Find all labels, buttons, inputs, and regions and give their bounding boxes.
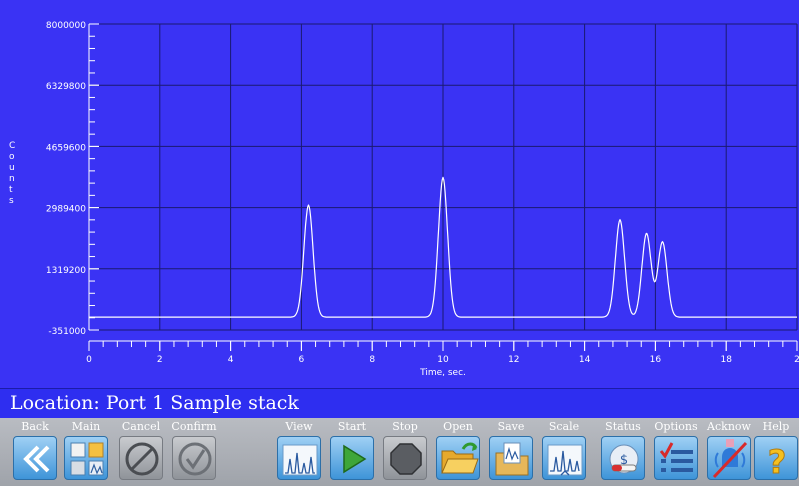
y-tick-label: 8000000 <box>46 21 86 31</box>
peak-point <box>307 204 310 207</box>
view-button[interactable]: View <box>275 418 323 486</box>
svg-text:?: ? <box>768 443 787 481</box>
main-menu-icon <box>64 436 108 480</box>
location-text: Location: Port 1 Sample stack <box>10 392 299 414</box>
status-icon: $ <box>601 436 645 480</box>
chart-svg: -351000 1319200 2989400 4659600 6329800 80000… <box>9 21 799 378</box>
x-tick-label: 4 <box>228 355 234 365</box>
acknow-label: Acknow <box>707 420 751 433</box>
main-label: Main <box>71 420 101 433</box>
svg-text:$: $ <box>620 453 628 468</box>
stop-button[interactable]: Stop <box>381 418 429 486</box>
x-axis-label: Time, sec. <box>419 368 466 378</box>
folder-icon <box>436 436 480 480</box>
y-tick-label: 4659600 <box>46 143 86 153</box>
scale-label: Scale <box>548 420 580 433</box>
toolbar: Back Main Cancel Confirm View <box>0 418 799 486</box>
help-icon: ? <box>754 436 798 481</box>
x-tick-label: 6 <box>299 355 305 365</box>
scale-icon <box>542 436 586 480</box>
y-tick-label: -351000 <box>48 327 86 337</box>
options-checklist-icon <box>654 436 698 480</box>
options-button[interactable]: Options <box>652 418 700 486</box>
open-label: Open <box>443 420 473 433</box>
help-label: Help <box>762 420 790 433</box>
location-bar: Location: Port 1 Sample stack <box>0 388 799 418</box>
circle-check-icon <box>172 436 216 480</box>
x-tick-label: 10 <box>437 355 449 365</box>
peak-point <box>442 177 444 179</box>
open-button[interactable]: Open <box>434 418 482 486</box>
acknow-button[interactable]: Acknow <box>705 418 753 486</box>
circle-slash-icon <box>119 436 163 480</box>
back-label: Back <box>21 420 49 433</box>
x-tick-label: 14 <box>579 355 591 365</box>
save-label: Save <box>497 420 525 433</box>
status-label: Status <box>605 420 641 433</box>
x-tick-label: 0 <box>86 355 92 365</box>
stop-label: Stop <box>392 420 418 433</box>
save-button[interactable]: Save <box>487 418 535 486</box>
back-button[interactable]: Back <box>11 418 59 486</box>
y-tick-label: 6329800 <box>46 82 86 92</box>
main-button[interactable]: Main <box>62 418 110 486</box>
double-chevron-left-icon <box>13 436 57 480</box>
cancel-label: Cancel <box>121 420 161 433</box>
play-icon <box>330 436 374 480</box>
peak-point <box>645 232 648 235</box>
confirm-button[interactable]: Confirm <box>170 418 218 486</box>
help-button[interactable]: Help ? <box>752 418 799 486</box>
octagon-icon <box>383 436 427 480</box>
y-tick-label: 2989400 <box>46 205 86 215</box>
start-label: Start <box>337 420 367 433</box>
peak-point <box>661 241 664 243</box>
view-label: View <box>285 420 313 433</box>
save-icon <box>489 436 533 480</box>
cancel-button[interactable]: Cancel <box>117 418 165 486</box>
options-label: Options <box>654 420 698 433</box>
chromatogram-chart: -351000 1319200 2989400 4659600 6329800 80000… <box>0 0 799 388</box>
x-tick-label: 2 <box>794 355 799 365</box>
start-button[interactable]: Start <box>328 418 376 486</box>
x-tick-label: 2 <box>157 355 163 365</box>
x-tick-label: 16 <box>650 355 662 365</box>
x-tick-label: 8 <box>369 355 375 365</box>
y-tick-label: 1319200 <box>46 266 86 276</box>
x-tick-label: 12 <box>508 355 519 365</box>
scale-button[interactable]: Scale <box>540 418 588 486</box>
confirm-label: Confirm <box>171 420 217 433</box>
x-tick-label: 18 <box>720 355 732 365</box>
status-button[interactable]: Status $ <box>599 418 647 486</box>
alarm-muted-icon <box>707 436 751 480</box>
peak-point <box>619 219 621 221</box>
spectrum-icon <box>277 436 321 480</box>
